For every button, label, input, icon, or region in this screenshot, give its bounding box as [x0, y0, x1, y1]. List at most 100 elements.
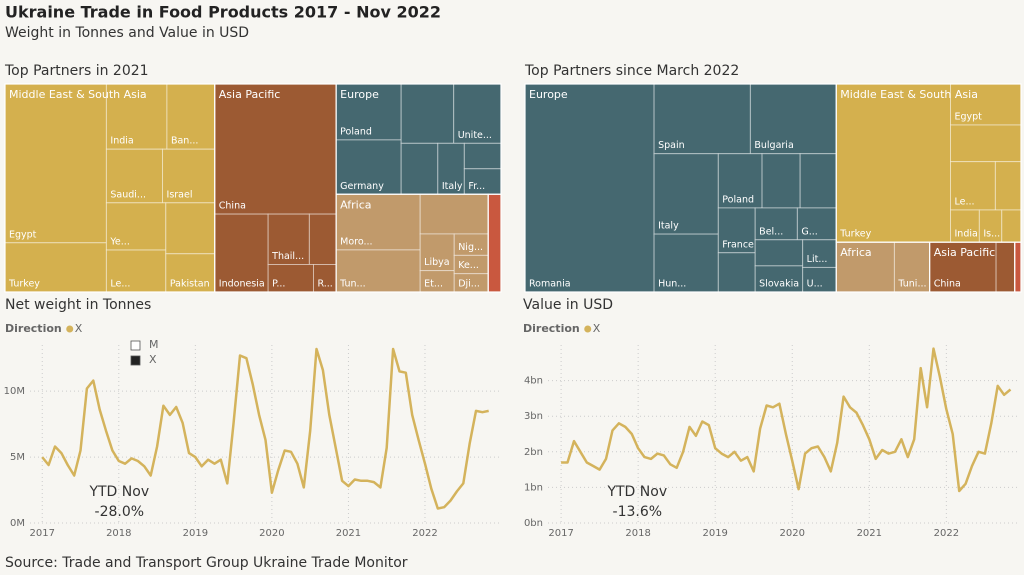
treemap-tile	[453, 83, 502, 144]
group-label: Europe	[340, 88, 379, 101]
treemap-tile	[835, 83, 952, 243]
x-tick-label: 2020	[780, 528, 805, 539]
tile-label: Is...	[983, 229, 1000, 240]
x-tick-label: 2019	[702, 528, 727, 539]
treemap-tile	[1001, 209, 1022, 243]
y-tick-label: 10M	[4, 386, 25, 397]
y-tick-label: 1bn	[524, 482, 543, 493]
tile-label: Fr...	[468, 181, 485, 192]
x-tick-label: 2017	[548, 528, 573, 539]
x-tick-label: 2018	[106, 528, 131, 539]
x-tick-label: 2022	[934, 528, 959, 539]
treemap-tile	[400, 142, 439, 195]
chart-title: Top Partners in 2021	[4, 63, 149, 79]
y-tick-label: 5M	[10, 452, 25, 463]
legend-dot	[66, 325, 74, 333]
group-label: Africa	[840, 246, 871, 259]
treemap-tile	[995, 241, 1016, 293]
tile-label: Thail...	[271, 251, 304, 262]
tile-label: Egypt	[9, 229, 37, 240]
tile-label: G...	[801, 226, 817, 237]
treemap-tile	[400, 83, 455, 144]
x-tick-label: 2018	[625, 528, 650, 539]
tile-label: China	[219, 201, 246, 212]
chart-title: Top Partners since March 2022	[524, 63, 739, 79]
treemap-tile	[653, 83, 751, 155]
tile-label: Hun...	[658, 279, 686, 290]
tile-label: Germany	[340, 181, 384, 192]
treemap-tile	[717, 153, 763, 209]
overlay-legend-swatch	[130, 355, 141, 366]
series-line	[41, 347, 489, 510]
overlay-legend-entry: X	[149, 353, 157, 366]
legend-dot	[584, 325, 592, 333]
treemap-tile	[335, 139, 402, 195]
x-tick-label: 2017	[30, 528, 55, 539]
treemap-tile	[335, 193, 421, 251]
tile-label: Tuni...	[897, 279, 926, 290]
group-label: Asia Pacific	[934, 246, 996, 259]
treemap-tile	[950, 124, 1022, 163]
tile-label: Romania	[529, 279, 571, 290]
tile-label: Indonesia	[219, 279, 265, 290]
tile-label: Pakistan	[170, 279, 210, 290]
treemap-tile	[717, 252, 756, 293]
treemap-tile	[165, 202, 216, 255]
tile-label: Libya	[424, 257, 449, 268]
tile-label: Ke...	[458, 260, 479, 271]
tile-label: U...	[807, 279, 823, 290]
legend-entry: X	[593, 322, 601, 335]
treemap-tile	[437, 142, 465, 195]
tile-label: Poland	[722, 194, 754, 205]
y-tick-label: 4bn	[524, 376, 543, 387]
tile-label: Dji...	[458, 279, 480, 290]
chart-title: Net weight in Tonnes	[5, 297, 151, 313]
tile-label: Israel	[167, 189, 193, 200]
treemap-tile	[893, 241, 931, 293]
tile-label: Poland	[340, 126, 372, 137]
treemap-tile	[653, 233, 719, 293]
treemap-tile	[761, 153, 801, 209]
tile-label: Spain	[658, 140, 685, 151]
page-title: Ukraine Trade in Food Products 2017 - No…	[5, 3, 441, 22]
tile-label: France	[722, 239, 754, 250]
tile-label: Et...	[424, 279, 443, 290]
treemap-tile	[105, 202, 167, 251]
group-outline	[1014, 241, 1022, 293]
treemap-tile	[950, 161, 996, 211]
x-tick-label: 2020	[259, 528, 284, 539]
tile-label: Le...	[110, 279, 130, 290]
tile-label: Unite...	[458, 130, 492, 141]
annotation: YTD Nov	[606, 484, 667, 500]
group-label: Europe	[529, 88, 568, 101]
treemap-tile	[308, 213, 337, 266]
treemap-tile	[335, 83, 402, 141]
y-tick-label: 3bn	[524, 411, 543, 422]
treemap-tile	[4, 83, 107, 244]
treemap-tile	[653, 153, 719, 235]
legend-title: Direction	[5, 322, 62, 335]
tile-label: Nig...	[458, 242, 483, 253]
chart-title: Value in USD	[523, 297, 613, 313]
treemap-tile	[463, 142, 502, 170]
legend-entry: X	[75, 322, 83, 335]
treemap-tile	[105, 83, 168, 150]
tile-label: Egypt	[955, 112, 983, 123]
treemap-tile	[419, 233, 455, 272]
series-line	[561, 347, 1012, 493]
tile-label: Ban...	[171, 136, 198, 147]
tile-label: R...	[317, 279, 332, 290]
legend-title: Direction	[523, 322, 580, 335]
treemap-tile	[524, 83, 655, 293]
treemap-tile	[162, 148, 216, 204]
treemap-tile	[754, 207, 798, 241]
group-label: Africa	[340, 198, 371, 211]
tile-label: P...	[272, 279, 285, 290]
x-tick-label: 2019	[183, 528, 208, 539]
x-tick-label: 2021	[336, 528, 361, 539]
y-tick-label: 0M	[10, 518, 25, 529]
annotation: -28.0%	[95, 504, 145, 520]
group-outline	[487, 193, 502, 293]
